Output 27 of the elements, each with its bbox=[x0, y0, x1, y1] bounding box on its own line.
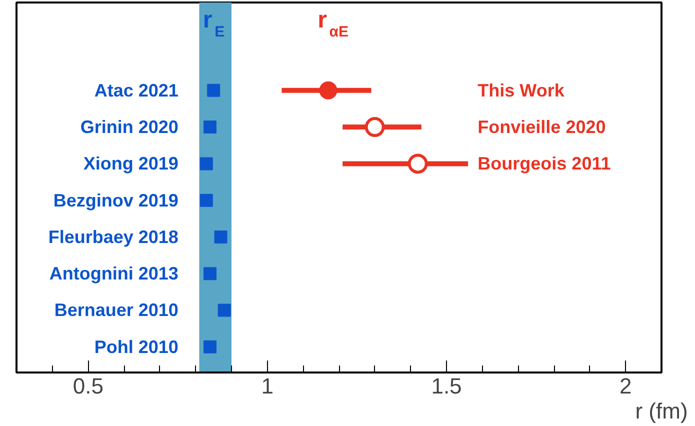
point bbox=[364, 117, 385, 138]
point bbox=[204, 120, 216, 134]
point bbox=[204, 340, 216, 354]
point bbox=[207, 84, 220, 97]
point bbox=[200, 157, 213, 170]
y-tick-label: Bezginov 2019 bbox=[53, 190, 178, 210]
y-tick-label: Bernauer 2010 bbox=[54, 300, 178, 320]
y-tick-label: Antognini 2013 bbox=[49, 264, 178, 284]
x-axis-title: r (fm) bbox=[635, 398, 688, 424]
x-tick-label: 1.5 bbox=[431, 374, 462, 398]
x-tick-label: 0.5 bbox=[72, 374, 104, 398]
point bbox=[200, 194, 213, 207]
y-tick-label: Xiong 2019 bbox=[83, 154, 178, 174]
annotation: This Work bbox=[478, 80, 566, 100]
annotation: Bourgeois 2011 bbox=[478, 154, 611, 174]
x-tick-label: 2 bbox=[620, 374, 632, 398]
y-tick-label: Atac 2021 bbox=[94, 80, 178, 100]
point bbox=[408, 154, 428, 174]
point bbox=[204, 267, 216, 280]
x-tick-label: 1 bbox=[261, 374, 274, 398]
y-tick-label: Grinin 2020 bbox=[80, 117, 178, 138]
point bbox=[218, 304, 231, 317]
y-tick-label: Fleurbaey 2018 bbox=[48, 226, 178, 247]
point bbox=[214, 230, 228, 244]
annotation: Fonvieille 2020 bbox=[478, 117, 606, 138]
point bbox=[319, 81, 338, 100]
y-tick-label: Pohl 2010 bbox=[94, 336, 178, 357]
